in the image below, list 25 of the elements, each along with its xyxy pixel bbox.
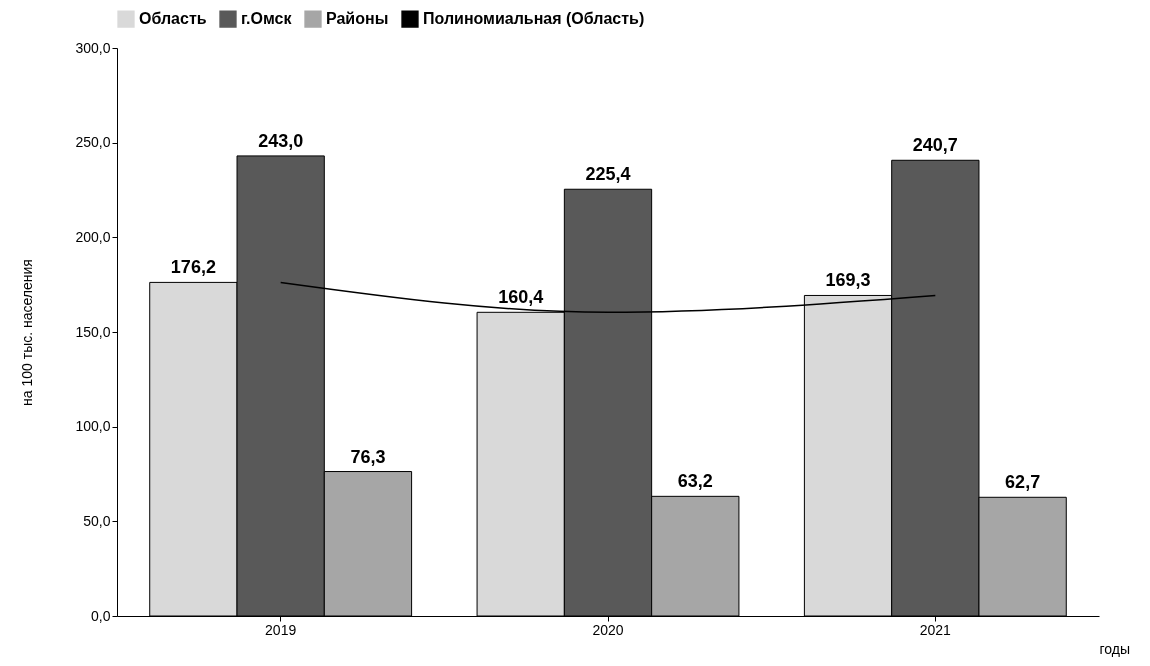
legend-label: Полиномиальная (Область) [423, 10, 645, 28]
y-tick-label: 100,0 [75, 418, 111, 435]
y-tick-label: 250,0 [75, 134, 111, 151]
data-label: 76,3 [350, 446, 386, 467]
data-label: 225,4 [585, 164, 631, 185]
x-tick-label: 2019 [265, 621, 297, 638]
y-tick-label: 300,0 [75, 39, 111, 56]
data-label: 63,2 [677, 471, 713, 492]
legend-label: Районы [326, 10, 389, 28]
legend-label: г.Омск [241, 10, 293, 28]
y-tick-label: 200,0 [75, 228, 111, 245]
y-tick-label: 0,0 [91, 607, 111, 624]
legend-label: Область [139, 10, 207, 28]
x-tick-label: 2021 [919, 621, 952, 638]
data-label: 160,4 [498, 287, 544, 308]
data-label: 62,7 [1005, 472, 1041, 493]
data-label: 169,3 [825, 270, 871, 291]
data-label: 240,7 [912, 135, 958, 156]
x-tick-label: 2020 [592, 621, 624, 638]
x-axis-title: годы [1099, 640, 1131, 657]
data-label: 243,0 [258, 130, 304, 151]
y-tick-label: 150,0 [75, 323, 111, 340]
y-axis-title: на 100 тыс. населения [19, 259, 36, 406]
y-tick-label: 50,0 [83, 512, 111, 529]
data-label: 176,2 [170, 257, 216, 278]
